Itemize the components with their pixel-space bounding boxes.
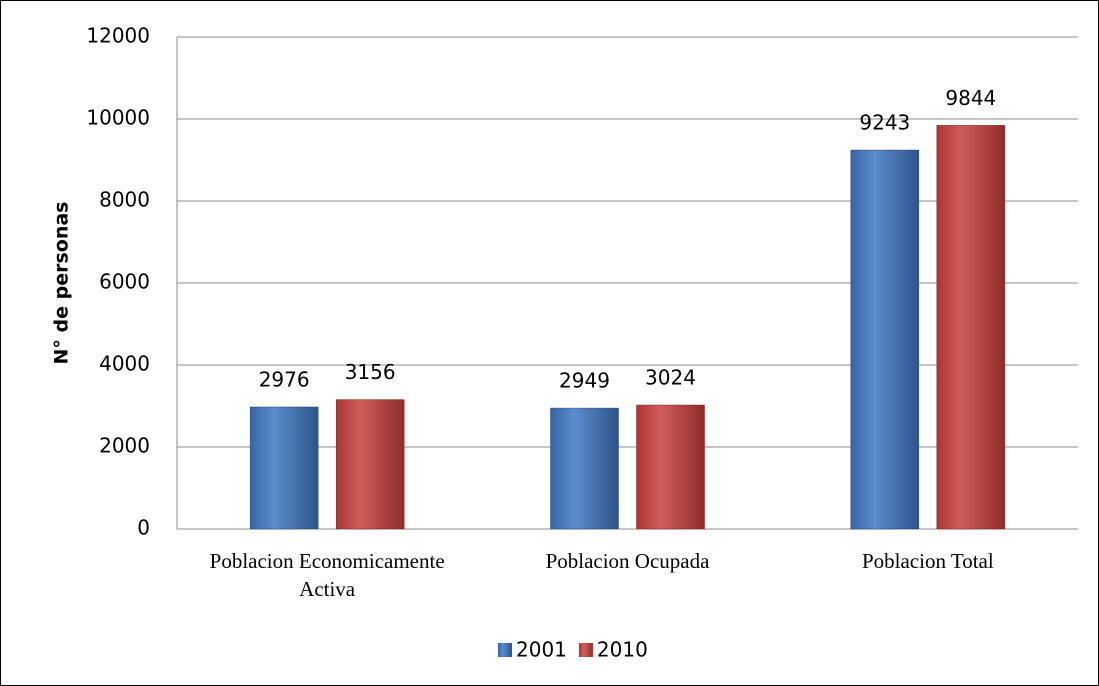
x-tick-label: Poblacion Total (861, 549, 994, 573)
x-tick-label: Poblacion Ocupada (545, 549, 710, 573)
y-tick-label: 12000 (86, 24, 150, 48)
legend-label: 2010 (597, 638, 648, 662)
x-tick-label: Poblacion Economicamente Activa (209, 549, 445, 601)
bar (850, 149, 920, 530)
bar (335, 399, 405, 530)
legend-swatch (498, 643, 512, 657)
y-tick-label: 10000 (86, 106, 150, 130)
y-tick-label: 2000 (99, 434, 150, 458)
data-label: 9844 (945, 86, 996, 110)
bar (550, 407, 619, 530)
data-label: 9243 (859, 111, 910, 135)
y-tick-label: 0 (137, 516, 150, 540)
data-label: 3156 (345, 360, 396, 384)
legend-swatch (578, 643, 593, 657)
y-tick-label: 8000 (99, 188, 150, 212)
bar (936, 125, 1006, 530)
data-label: 2949 (559, 369, 610, 393)
y-tick-label: 4000 (99, 352, 150, 376)
bar (636, 404, 705, 530)
y-axis-label: N° de personas (51, 202, 73, 365)
bar (249, 406, 319, 530)
legend-label: 2001 (516, 638, 567, 662)
data-label: 3024 (645, 366, 696, 390)
data-label: 2976 (259, 367, 310, 391)
y-tick-label: 6000 (99, 270, 150, 294)
